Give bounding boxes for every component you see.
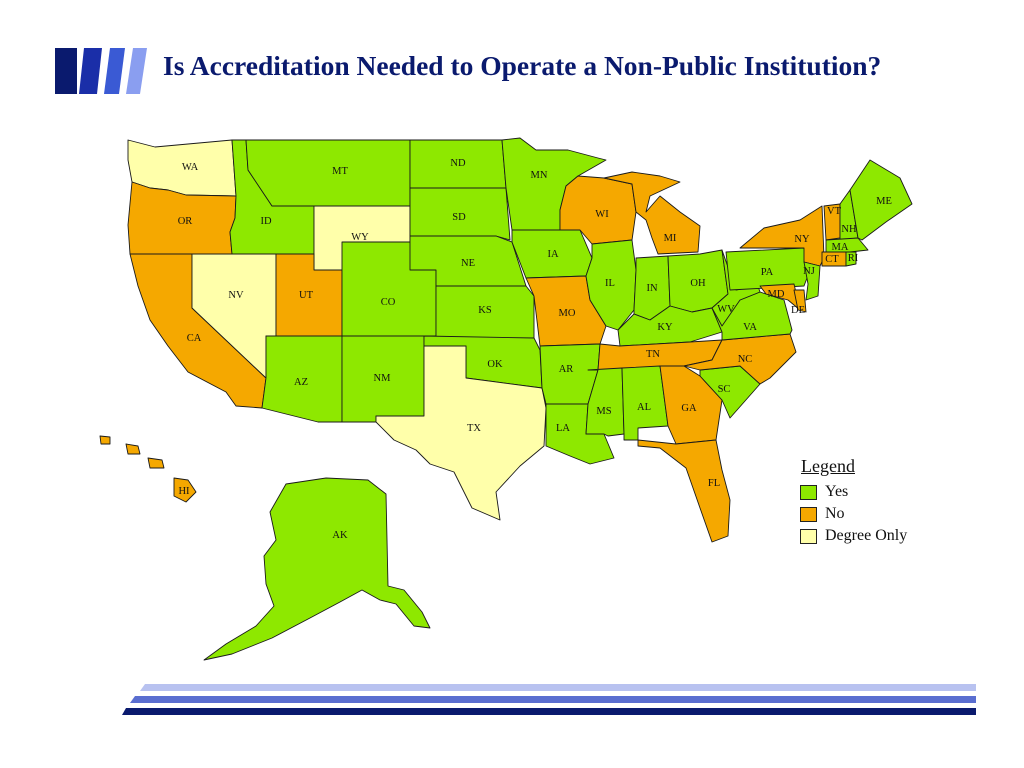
state-AK bbox=[203, 477, 431, 661]
label-FL: FL bbox=[708, 478, 720, 489]
label-VA: VA bbox=[743, 322, 757, 333]
label-NV: NV bbox=[228, 290, 244, 301]
label-AZ: AZ bbox=[294, 377, 308, 388]
legend-swatch-no bbox=[800, 506, 817, 522]
state-KS bbox=[435, 285, 535, 339]
state-MT bbox=[245, 139, 411, 207]
state-RI bbox=[845, 251, 857, 267]
legend-item-degree-only: Degree Only bbox=[800, 525, 960, 547]
legend-item-no: No bbox=[800, 503, 960, 525]
map-legend: Legend Yes No Degree Only bbox=[800, 456, 960, 547]
label-MS: MS bbox=[596, 406, 611, 417]
state-HI-oahu bbox=[125, 443, 141, 455]
label-NE: NE bbox=[461, 258, 475, 269]
label-NJ: NJ bbox=[803, 266, 815, 277]
label-WV: WV bbox=[717, 304, 735, 315]
label-AR: AR bbox=[559, 364, 574, 375]
label-MN: MN bbox=[531, 170, 548, 181]
label-OK: OK bbox=[487, 359, 503, 370]
state-FL bbox=[637, 439, 731, 543]
page-title: Is Accreditation Needed to Operate a Non… bbox=[163, 50, 882, 81]
label-OR: OR bbox=[178, 216, 193, 227]
label-MI: MI bbox=[664, 233, 677, 244]
label-NY: NY bbox=[794, 234, 810, 245]
label-PA: PA bbox=[761, 267, 774, 278]
legend-label-no: No bbox=[825, 505, 845, 522]
label-WI: WI bbox=[595, 209, 609, 220]
label-RI: RI bbox=[848, 253, 859, 264]
state-GA bbox=[659, 365, 723, 445]
label-IA: IA bbox=[547, 249, 558, 260]
state-MA bbox=[825, 237, 869, 253]
label-NM: NM bbox=[374, 373, 392, 384]
label-MD: MD bbox=[768, 289, 785, 300]
legend-label-yes: Yes bbox=[825, 483, 849, 500]
label-IN: IN bbox=[646, 283, 657, 294]
state-NJ bbox=[803, 261, 821, 301]
label-DE: DE bbox=[791, 305, 805, 316]
label-KY: KY bbox=[657, 322, 673, 333]
state-HI bbox=[173, 477, 197, 503]
title-bar-3 bbox=[104, 48, 125, 94]
title-bar-4 bbox=[126, 48, 147, 94]
title-bar-1 bbox=[55, 48, 77, 94]
label-IL: IL bbox=[605, 278, 615, 289]
label-WY: WY bbox=[351, 232, 369, 243]
label-CO: CO bbox=[381, 297, 396, 308]
label-WA: WA bbox=[182, 162, 199, 173]
label-TX: TX bbox=[467, 423, 481, 434]
label-AL: AL bbox=[637, 402, 651, 413]
label-ND: ND bbox=[450, 158, 466, 169]
label-LA: LA bbox=[556, 423, 570, 434]
label-MA: MA bbox=[832, 242, 849, 253]
state-MD bbox=[759, 283, 801, 311]
label-GA: GA bbox=[681, 403, 697, 414]
label-ID: ID bbox=[260, 216, 271, 227]
label-UT: UT bbox=[299, 290, 314, 301]
state-IL bbox=[585, 239, 637, 331]
label-AK: AK bbox=[332, 530, 348, 541]
legend-swatch-yes bbox=[800, 484, 817, 500]
title-decoration-bars bbox=[55, 48, 147, 94]
label-CA: CA bbox=[187, 333, 202, 344]
label-SC: SC bbox=[718, 384, 731, 395]
label-OH: OH bbox=[690, 278, 706, 289]
label-HI: HI bbox=[178, 486, 190, 497]
legend-item-yes: Yes bbox=[800, 481, 960, 503]
state-HI-kauai bbox=[99, 435, 111, 445]
label-SD: SD bbox=[452, 212, 466, 223]
label-TN: TN bbox=[646, 349, 660, 360]
label-VT: VT bbox=[827, 206, 842, 217]
legend-title: Legend bbox=[801, 456, 855, 476]
label-KS: KS bbox=[478, 305, 492, 316]
legend-label-degree-only: Degree Only bbox=[825, 527, 908, 544]
label-CT: CT bbox=[825, 254, 839, 265]
state-DE bbox=[793, 289, 807, 313]
state-TX bbox=[375, 345, 547, 521]
state-MI bbox=[603, 171, 701, 255]
title-bar-2 bbox=[79, 48, 102, 94]
label-MT: MT bbox=[332, 166, 348, 177]
legend-swatch-degree-only bbox=[800, 528, 817, 544]
label-ME: ME bbox=[876, 196, 892, 207]
state-SD bbox=[409, 187, 511, 241]
label-NC: NC bbox=[738, 354, 753, 365]
label-MO: MO bbox=[559, 308, 576, 319]
state-HI-maui bbox=[147, 457, 165, 469]
label-NH: NH bbox=[841, 224, 857, 235]
